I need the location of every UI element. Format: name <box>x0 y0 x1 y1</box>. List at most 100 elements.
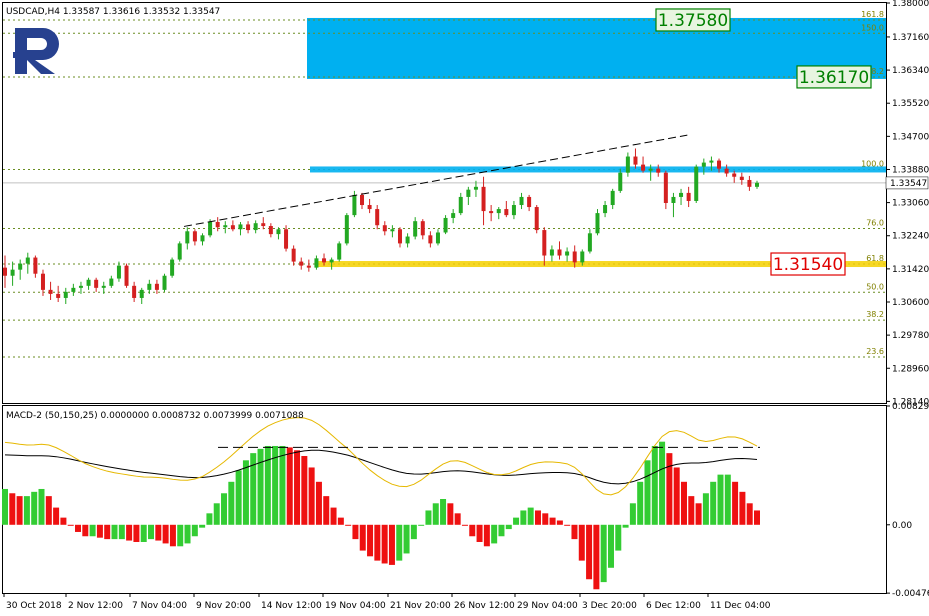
candle-body <box>230 225 235 230</box>
price-tick-label: 1.33060 <box>892 199 929 209</box>
candle-body <box>3 267 7 276</box>
candle-body <box>458 196 463 214</box>
macd-histogram-bar <box>82 524 89 537</box>
candle-body <box>78 285 83 288</box>
candle-body <box>101 285 106 288</box>
fib-level-label: 61.8 <box>866 254 884 263</box>
candlesticks-layer <box>3 148 759 305</box>
macd-histogram-bar <box>308 467 315 525</box>
indicator-header: MACD-2 (50,150,25) 0.0000000 0.0008732 0… <box>6 411 304 421</box>
macd-histogram-bar <box>388 524 395 565</box>
macd-histogram-bar <box>23 496 30 525</box>
macd-histogram-bar <box>16 496 23 525</box>
candle-body <box>443 217 448 233</box>
resistance-band <box>310 166 886 173</box>
macd-histogram-bar <box>235 470 242 525</box>
macd-histogram-bar <box>607 524 614 568</box>
macd-histogram-bar <box>571 524 578 540</box>
support-band <box>318 261 886 268</box>
price-axis-layer: 1.38000 1.37160 1.36340 1.35520 1.34700 1.338… <box>885 0 929 407</box>
macd-histogram-bar <box>250 453 257 525</box>
time-tick-label: 9 Nov 20:00 <box>196 601 251 611</box>
macd-histogram-bar <box>359 524 366 551</box>
macd-layer: 0.008291 0.00 -0.004769 <box>2 402 929 599</box>
candle-body <box>139 289 144 298</box>
candle-body <box>109 278 114 286</box>
macd-histogram-bar <box>483 524 490 547</box>
candle-body <box>656 168 661 173</box>
candle-body <box>747 179 752 187</box>
time-tick-label: 30 Oct 2018 <box>6 601 62 611</box>
candle-body <box>276 229 281 235</box>
time-tick-label: 7 Nov 04:00 <box>132 601 187 611</box>
macd-histogram-bar <box>221 493 228 525</box>
fib-level-label: 76.0 <box>866 218 884 227</box>
macd-histogram-bar <box>111 524 118 540</box>
macd-histogram-bar <box>286 447 293 525</box>
fib-level-label: 23.6 <box>866 347 884 356</box>
macd-histogram-bar <box>184 524 191 544</box>
macd-histogram-bar <box>264 445 271 525</box>
candle-body <box>253 223 258 231</box>
macd-histogram-bar <box>206 513 213 525</box>
macd-histogram-bar <box>67 524 74 526</box>
price-tick-label: 1.30600 <box>892 298 929 308</box>
macd-histogram-bar <box>228 481 235 525</box>
macd-histogram-bar <box>491 524 498 544</box>
candle-body <box>435 232 440 244</box>
candle-body <box>603 205 608 214</box>
price-callouts-layer: 1.37580 1.36170 1.31540 <box>655 8 872 276</box>
time-tick-label: 29 Nov 04:00 <box>517 601 578 611</box>
macd-histogram-bar <box>294 450 301 525</box>
macd-histogram-bar <box>367 524 374 557</box>
macd-histogram-bar <box>680 481 687 525</box>
candle-body <box>71 287 76 292</box>
macd-histogram-bar <box>53 507 60 525</box>
price-callout-box <box>770 252 846 276</box>
macd-histogram-bar <box>476 524 483 542</box>
price-tick-label: 1.35520 <box>892 99 929 109</box>
fib-level-label: 38.2 <box>866 310 884 319</box>
macd-main-line <box>4 417 758 496</box>
macd-histogram-bar <box>447 503 454 525</box>
macd-histogram-bar <box>140 524 147 542</box>
macd-histogram-bar <box>104 524 111 540</box>
time-tick-label: 2 Nov 12:00 <box>68 601 123 611</box>
macd-histogram-bar <box>600 524 607 583</box>
candle-body <box>314 258 319 268</box>
macd-histogram-bar <box>148 524 155 540</box>
candle-body <box>527 196 532 208</box>
candle-body <box>724 168 729 174</box>
macd-histogram-bar <box>432 503 439 525</box>
time-axis-layer: 30 Oct 2018 2 Nov 12:00 7 Nov 04:00 9 Nov 2… <box>3 593 771 611</box>
macd-histogram-bar <box>637 481 644 525</box>
candle-body <box>641 164 646 171</box>
time-tick-label: 14 Nov 12:00 <box>261 601 322 611</box>
candle-body <box>633 156 638 165</box>
macd-histogram-bar <box>542 513 549 525</box>
candle-body <box>587 233 592 252</box>
macd-histogram-bar <box>513 517 520 525</box>
price-callout-box <box>655 8 731 32</box>
candle-body <box>367 205 372 210</box>
macd-histogram-bar <box>403 524 410 554</box>
candle-body <box>375 209 380 226</box>
macd-histogram-bar <box>732 481 739 525</box>
macd-histogram-bar <box>549 517 556 525</box>
macd-histogram-bar <box>337 517 344 525</box>
time-tick-label: 6 Dec 12:00 <box>646 601 701 611</box>
candle-body <box>451 213 456 218</box>
macd-histogram-bar <box>695 503 702 525</box>
candle-body <box>534 207 539 231</box>
macd-histogram-bar <box>315 481 322 525</box>
time-tick-label: 19 Nov 04:00 <box>325 601 386 611</box>
macd-histogram-bar <box>9 493 16 525</box>
time-tick-label: 26 Nov 12:00 <box>454 601 515 611</box>
price-callout-label: 1.31540 <box>773 255 843 275</box>
candle-body <box>466 189 471 197</box>
macd-histogram-bar <box>651 445 658 525</box>
macd-histogram-bar <box>199 524 206 528</box>
candle-body <box>595 213 600 234</box>
price-tick-label: 1.37160 <box>892 33 929 43</box>
price-tick-label: 1.31420 <box>892 265 929 275</box>
